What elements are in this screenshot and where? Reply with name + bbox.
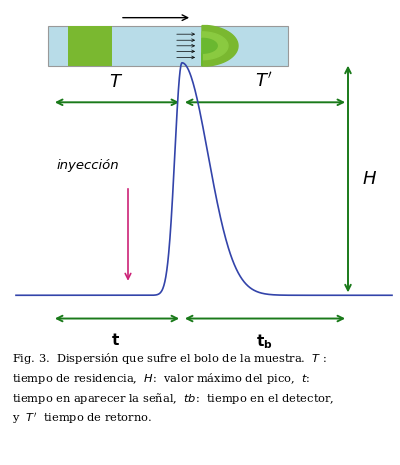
Text: $\mathbf{t_b}$: $\mathbf{t_b}$: [256, 332, 272, 351]
Text: $\mathbf{t}$: $\mathbf{t}$: [112, 332, 120, 348]
Bar: [48, 26, 288, 66]
Text: $H$: $H$: [362, 170, 377, 188]
Text: y  $T'$  tiempo de retorno.: y $T'$ tiempo de retorno.: [12, 411, 152, 426]
Text: Fig. 3.  Dispersión que sufre el bolo de la muestra.  $T$ :: Fig. 3. Dispersión que sufre el bolo de …: [12, 351, 327, 366]
Text: $T'$: $T'$: [255, 72, 273, 91]
Text: $T$: $T$: [109, 73, 123, 91]
Bar: [68, 26, 112, 66]
Polygon shape: [202, 39, 217, 66]
Text: tiempo en aparecer la señal,  $tb$:  tiempo en el detector,: tiempo en aparecer la señal, $tb$: tiemp…: [12, 391, 334, 406]
Polygon shape: [202, 26, 238, 66]
Text: inyección: inyección: [57, 159, 119, 172]
Polygon shape: [202, 32, 228, 66]
Text: tiempo de residencia,  $H$:  valor máximo del pico,  $t$:: tiempo de residencia, $H$: valor máximo …: [12, 371, 310, 386]
